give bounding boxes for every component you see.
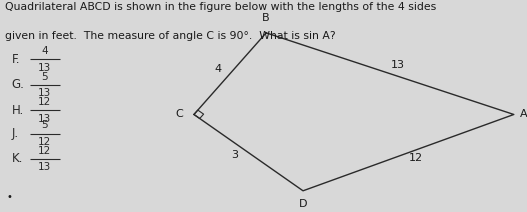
Text: Quadrilateral ABCD is shown in the figure below with the lengths of the 4 sides: Quadrilateral ABCD is shown in the figur… (5, 2, 436, 12)
Text: J.: J. (12, 127, 19, 140)
Text: 3: 3 (231, 150, 238, 160)
Text: 5: 5 (42, 71, 48, 82)
Text: D: D (299, 199, 307, 209)
Text: 13: 13 (391, 60, 405, 70)
Text: given in feet.  The measure of angle C is 90°.  What is sin A?: given in feet. The measure of angle C is… (5, 31, 336, 41)
Text: H.: H. (12, 104, 24, 117)
Text: 12: 12 (38, 137, 52, 147)
Text: •: • (6, 192, 12, 202)
Text: F.: F. (12, 53, 20, 66)
Text: G.: G. (12, 78, 24, 91)
Text: 13: 13 (38, 88, 52, 98)
Text: 13: 13 (38, 63, 52, 73)
Text: 4: 4 (214, 64, 221, 74)
Text: 4: 4 (42, 46, 48, 56)
Text: 12: 12 (409, 153, 423, 163)
Text: 12: 12 (38, 97, 52, 107)
Text: C: C (175, 109, 183, 120)
Text: K.: K. (12, 152, 23, 166)
Text: 5: 5 (42, 120, 48, 130)
Text: 13: 13 (38, 162, 52, 172)
Text: 12: 12 (38, 146, 52, 156)
Text: B: B (262, 13, 270, 23)
Text: 13: 13 (38, 113, 52, 124)
Text: A: A (520, 109, 527, 120)
